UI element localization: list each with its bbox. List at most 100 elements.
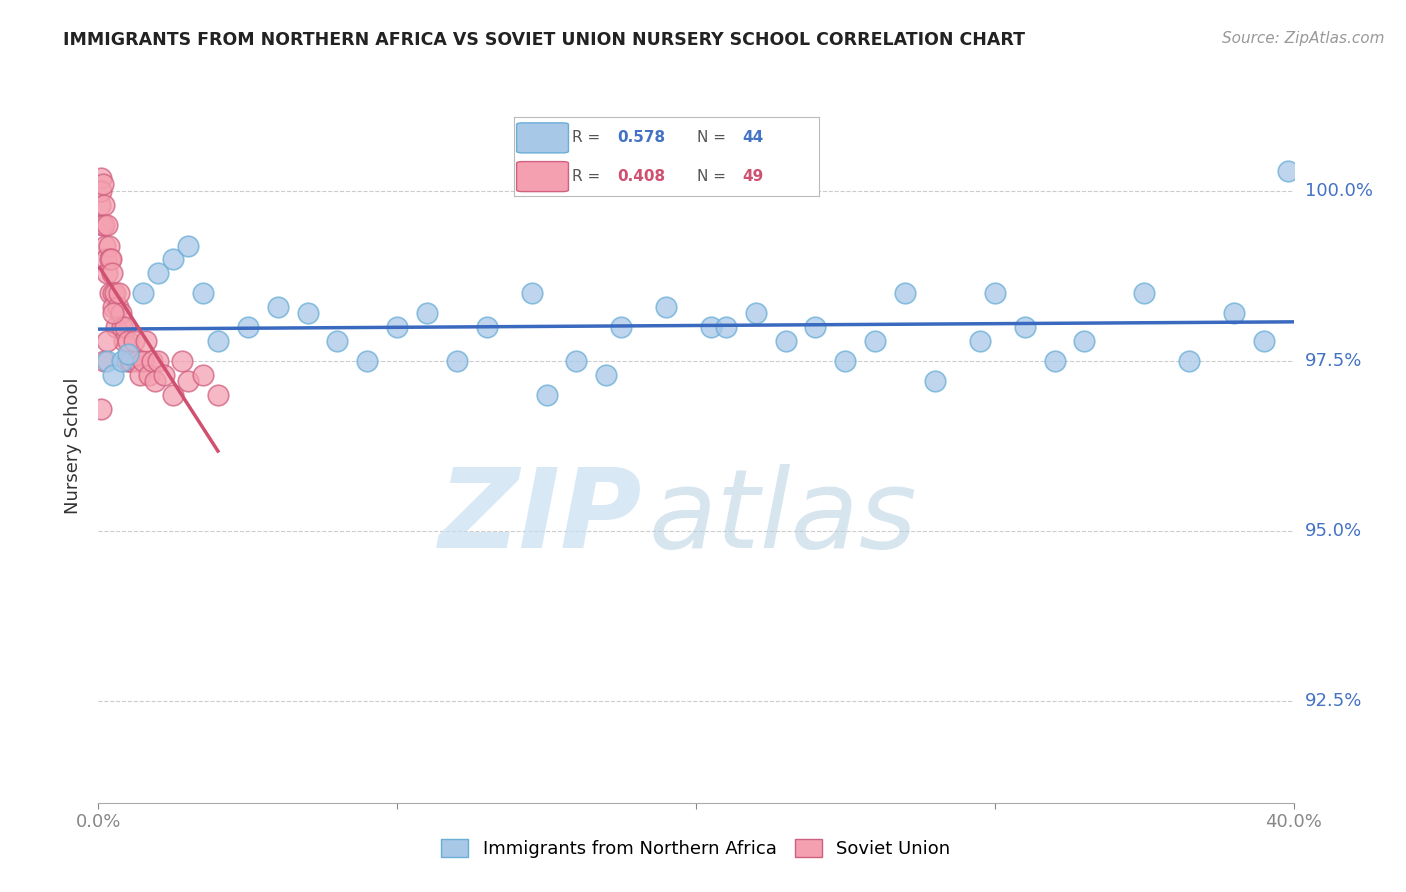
Point — [115, 354, 138, 368]
Point — [177, 238, 200, 252]
Point — [148, 266, 170, 280]
Point — [1277, 163, 1299, 178]
Point — [112, 334, 135, 348]
Point — [162, 252, 184, 266]
Point — [93, 198, 115, 212]
Point — [745, 306, 768, 320]
Point — [1014, 320, 1036, 334]
Point — [356, 354, 378, 368]
Point — [177, 375, 200, 389]
Point — [93, 218, 115, 232]
Point — [93, 354, 115, 368]
Point — [141, 354, 163, 368]
Point — [98, 252, 121, 266]
Text: IMMIGRANTS FROM NORTHERN AFRICA VS SOVIET UNION NURSERY SCHOOL CORRELATION CHART: IMMIGRANTS FROM NORTHERN AFRICA VS SOVIE… — [63, 31, 1025, 49]
Text: 44: 44 — [742, 130, 763, 145]
Point — [108, 286, 131, 301]
Point — [385, 320, 409, 334]
Point — [207, 334, 229, 348]
Point — [1223, 306, 1246, 320]
Point — [111, 320, 134, 334]
Text: ZIP: ZIP — [439, 464, 643, 571]
Point — [103, 306, 125, 320]
Point — [148, 354, 170, 368]
Point — [90, 184, 112, 198]
Point — [207, 388, 229, 402]
Point — [132, 286, 155, 301]
Point — [610, 320, 633, 334]
Point — [1073, 334, 1095, 348]
Point — [865, 334, 887, 348]
Text: N =: N = — [696, 130, 731, 145]
Text: 0.578: 0.578 — [617, 130, 665, 145]
Point — [1253, 334, 1275, 348]
Point — [117, 347, 139, 361]
Point — [129, 368, 152, 382]
Point — [96, 354, 118, 368]
Point — [101, 266, 124, 280]
Point — [595, 368, 617, 382]
Point — [191, 286, 214, 301]
Text: 100.0%: 100.0% — [1305, 182, 1372, 200]
Text: 92.5%: 92.5% — [1305, 692, 1362, 710]
Point — [520, 286, 543, 301]
Point — [96, 334, 118, 348]
Text: 0.408: 0.408 — [617, 169, 665, 184]
Point — [153, 368, 176, 382]
Point — [267, 300, 290, 314]
Point — [172, 354, 194, 368]
Point — [100, 252, 122, 266]
Text: 95.0%: 95.0% — [1305, 522, 1362, 540]
Point — [96, 218, 118, 232]
Point — [104, 286, 127, 301]
Point — [103, 368, 125, 382]
Point — [326, 334, 349, 348]
Text: 97.5%: 97.5% — [1305, 352, 1362, 370]
Text: R =: R = — [571, 169, 605, 184]
Point — [120, 354, 142, 368]
Point — [89, 198, 111, 212]
Point — [236, 320, 259, 334]
Point — [969, 334, 991, 348]
Text: R =: R = — [571, 130, 605, 145]
FancyBboxPatch shape — [516, 123, 568, 153]
Point — [101, 286, 124, 301]
Point — [297, 306, 319, 320]
Point — [143, 375, 166, 389]
Point — [804, 320, 827, 334]
Point — [118, 354, 141, 368]
Text: 49: 49 — [742, 169, 763, 184]
Point — [700, 320, 723, 334]
Point — [162, 388, 184, 402]
Point — [834, 354, 856, 368]
Point — [111, 354, 134, 368]
Point — [90, 401, 112, 416]
Point — [127, 354, 149, 368]
Point — [416, 306, 439, 320]
Point — [132, 354, 155, 368]
Legend: Immigrants from Northern Africa, Soviet Union: Immigrants from Northern Africa, Soviet … — [434, 831, 957, 865]
Point — [775, 334, 797, 348]
Point — [94, 238, 117, 252]
Point — [103, 300, 125, 314]
Point — [894, 286, 917, 301]
Point — [91, 218, 114, 232]
Point — [714, 320, 737, 334]
Point — [924, 375, 946, 389]
Point — [138, 368, 160, 382]
Point — [1043, 354, 1066, 368]
FancyBboxPatch shape — [516, 161, 568, 192]
Point — [98, 286, 122, 301]
Point — [124, 334, 146, 348]
Text: atlas: atlas — [648, 464, 917, 571]
Point — [114, 320, 136, 334]
Point — [191, 368, 214, 382]
Text: Source: ZipAtlas.com: Source: ZipAtlas.com — [1222, 31, 1385, 46]
Point — [565, 354, 588, 368]
Point — [475, 320, 498, 334]
Point — [984, 286, 1007, 301]
Y-axis label: Nursery School: Nursery School — [63, 377, 82, 515]
Point — [135, 334, 157, 348]
Point — [117, 334, 139, 348]
Point — [90, 170, 112, 185]
